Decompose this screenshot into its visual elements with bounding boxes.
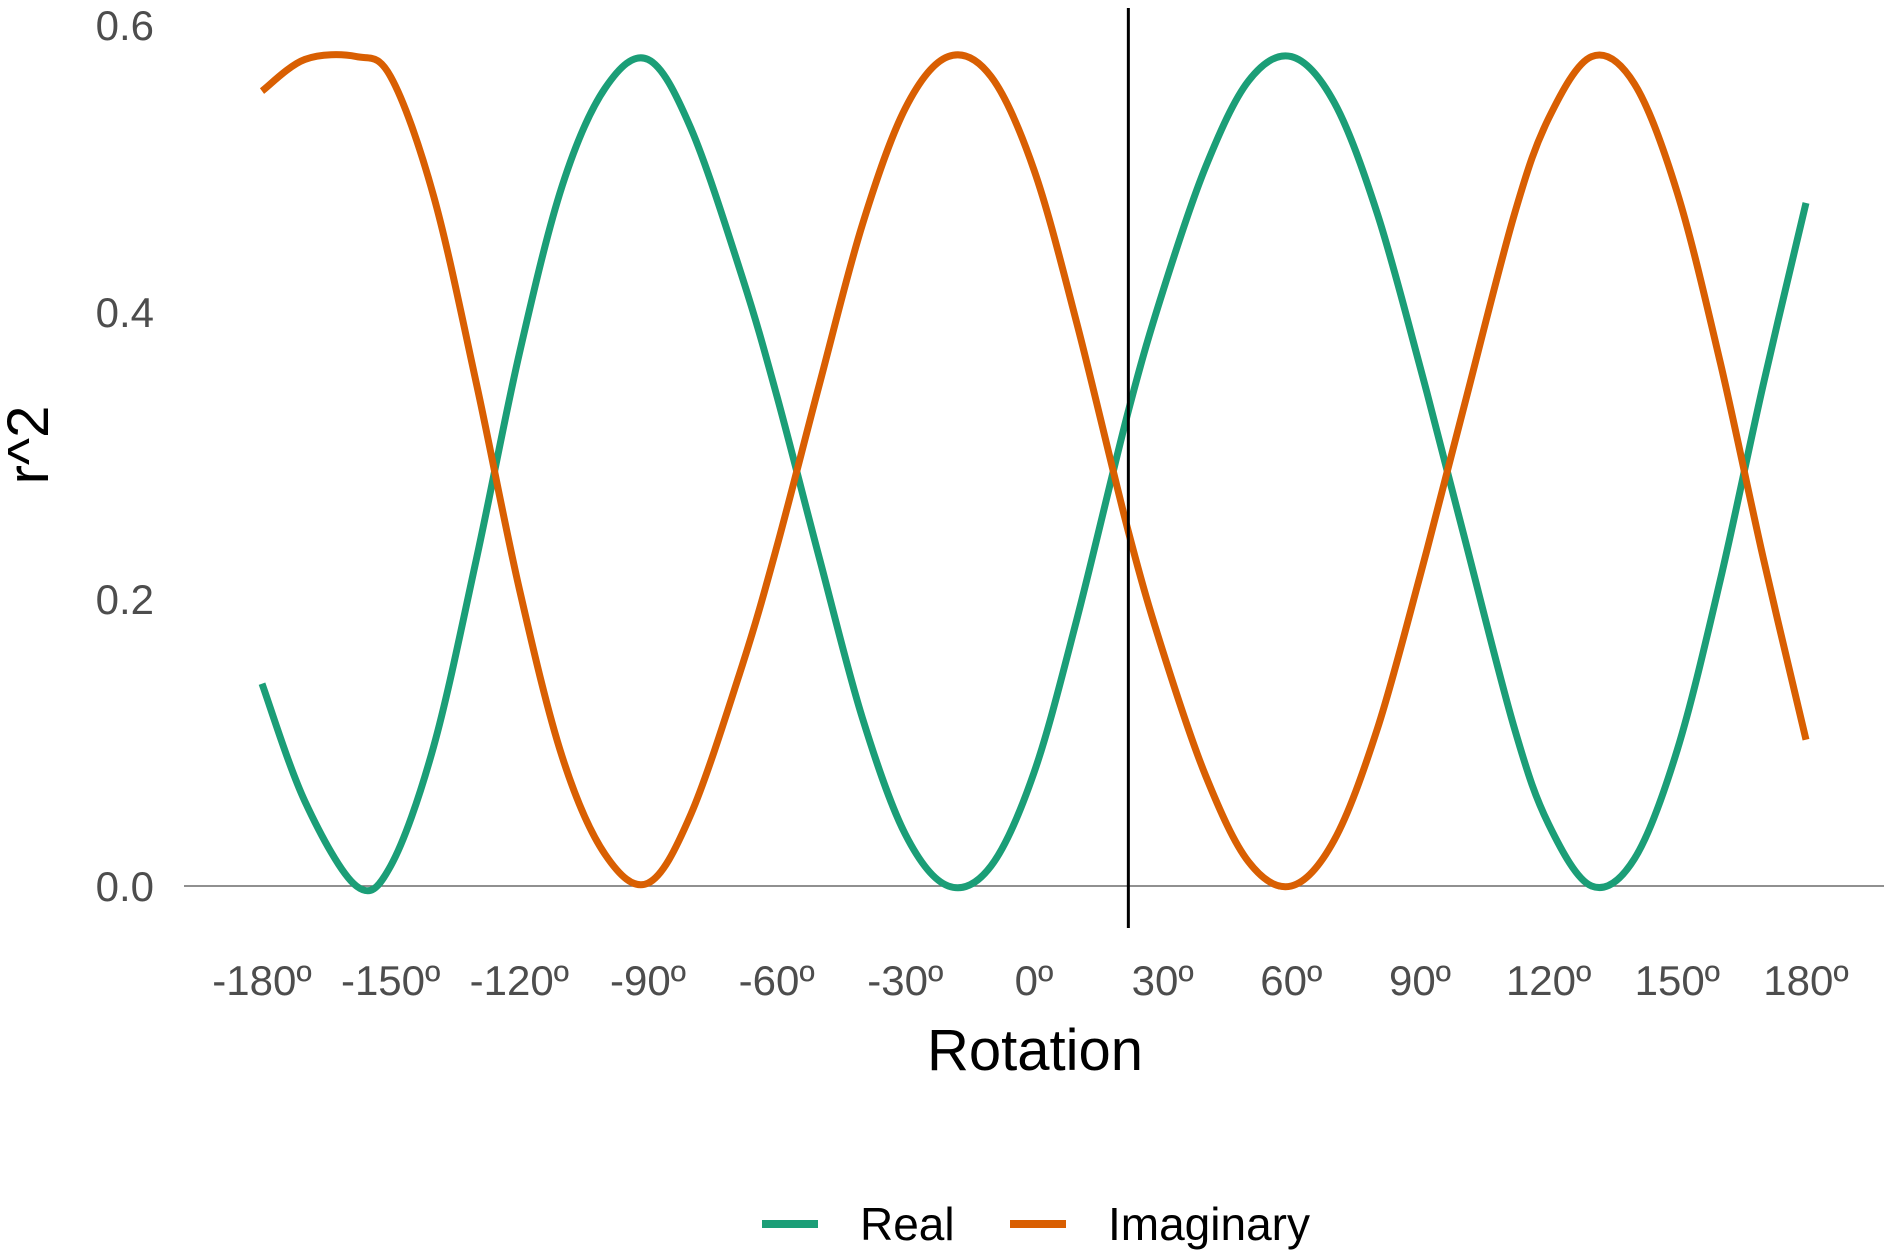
plot-area [184, 8, 1884, 928]
x-tick-label: 60º [1260, 957, 1322, 1004]
y-axis-tick-labels: 0.0 0.2 0.4 0.6 [96, 2, 154, 910]
series-line-imaginary [259, 51, 1810, 891]
x-tick-label: 150º [1635, 957, 1720, 1004]
x-tick-label: 180º [1763, 957, 1848, 1004]
legend-label-imaginary: Imaginary [1108, 1198, 1310, 1250]
y-tick-label: 0.2 [96, 576, 154, 623]
x-tick-label: -90º [610, 957, 686, 1004]
y-tick-label: 0.6 [96, 2, 154, 49]
x-tick-label: -150º [341, 957, 440, 1004]
x-axis-title: Rotation [927, 1018, 1143, 1083]
y-axis-title: r^2 [0, 406, 61, 485]
legend-label-real: Real [860, 1198, 955, 1250]
x-tick-label: 0º [1015, 957, 1054, 1004]
x-tick-label: -180º [212, 957, 311, 1004]
legend: Real Imaginary [762, 1198, 1310, 1250]
series-line-real [258, 52, 1810, 895]
x-tick-label: -60º [739, 957, 815, 1004]
y-tick-label: 0.0 [96, 863, 154, 910]
x-tick-label: 30º [1132, 957, 1194, 1004]
x-tick-label: -120º [470, 957, 569, 1004]
x-axis-tick-labels: -180º -150º -120º -90º -60º -30º 0º 30º 60º 90º 12… [212, 957, 1848, 1004]
x-tick-label: 120º [1506, 957, 1591, 1004]
x-tick-label: -30º [867, 957, 943, 1004]
x-tick-label: 90º [1389, 957, 1451, 1004]
y-tick-label: 0.4 [96, 289, 154, 336]
